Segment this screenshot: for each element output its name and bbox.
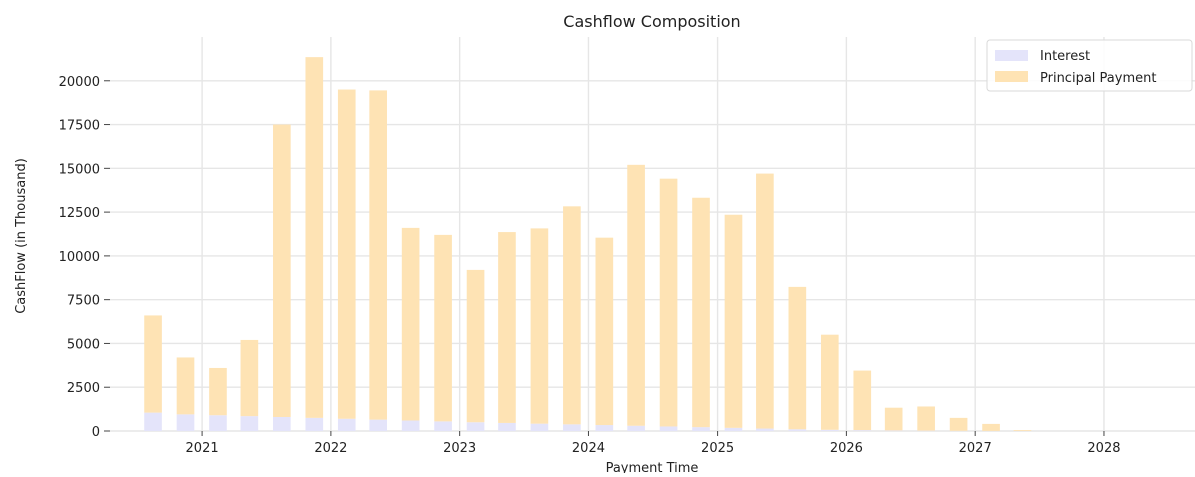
bar-principal-payment [177,357,195,414]
bar-interest [305,418,323,431]
bar-interest [209,415,227,431]
y-tick-label: 7500 [67,294,100,309]
bar-principal-payment [821,335,839,430]
y-tick-label: 20000 [59,75,100,90]
bar-principal-payment [692,198,710,427]
bar-interest [434,421,452,431]
y-tick-label: 15000 [59,162,100,177]
bar-principal-payment [209,368,227,415]
bar-interest [756,429,774,431]
bar-principal-payment [982,424,1000,431]
y-tick-label: 10000 [59,250,100,265]
legend-label-principal-payment: Principal Payment [1040,71,1156,86]
bar-interest [596,425,614,431]
bar-interest [627,426,645,431]
bar-interest [789,429,807,431]
bar-principal-payment [660,179,678,427]
y-tick-label: 17500 [59,119,100,134]
bar-principal-payment [1014,430,1032,431]
x-axis: 2021 2022 2023 2024 2025 2026 2027 2028 [186,431,1121,456]
bar-principal-payment [789,287,807,429]
bar-interest [563,424,581,431]
bar-interest [885,430,903,431]
bar-principal-payment [338,90,356,419]
x-tick-label: 2021 [186,441,219,456]
bar-interest [241,416,259,431]
bar-principal-payment [627,165,645,426]
bar-principal-payment [498,232,516,423]
bar-interest [273,417,291,431]
bar-principal-payment [917,406,935,430]
bar-interest [725,428,743,431]
bar-principal-payment [950,418,968,431]
bar-principal-payment [273,125,291,417]
bar-principal-payment [305,57,323,418]
y-axis: 0 2500 5000 7500 10000 12500 15000 17500 20000 [59,75,110,440]
bar-principal-payment [434,235,452,421]
bar-principal-payment [369,90,387,419]
x-axis-title: Payment Time [606,461,699,473]
x-tick-label: 2024 [572,441,605,456]
y-tick-label: 0 [92,425,100,440]
bar-interest [853,430,871,431]
x-tick-label: 2026 [830,441,863,456]
bar-interest [660,426,678,431]
y-tick-label: 12500 [59,206,100,221]
bar-interest [338,419,356,431]
bar-principal-payment [563,206,581,424]
bar-interest [467,422,485,431]
bar-interest [369,420,387,431]
bar-principal-payment [596,238,614,425]
x-tick-label: 2025 [701,441,734,456]
bar-principal-payment [756,174,774,429]
legend-swatch-interest [995,50,1028,61]
bar-interest [144,413,162,431]
bar-interest [692,427,710,431]
y-tick-label: 2500 [67,381,100,396]
chart-title: Cashflow Composition [563,12,740,31]
legend-label-interest: Interest [1040,49,1090,64]
bar-principal-payment [144,315,162,412]
x-tick-label: 2028 [1087,441,1120,456]
bar-interest [821,430,839,431]
bar-principal-payment [531,228,549,423]
x-tick-label: 2023 [443,441,476,456]
bar-principal-payment [853,371,871,431]
y-tick-label: 5000 [67,337,100,352]
bar-principal-payment [402,228,420,421]
legend: Interest Principal Payment [987,40,1192,91]
x-tick-label: 2022 [314,441,347,456]
bar-principal-payment [467,270,485,422]
grid-layer [110,37,1195,431]
y-axis-title: CashFlow (in Thousand) [14,158,29,314]
bar-interest [531,424,549,431]
bar-principal-payment [725,215,743,428]
bar-principal-payment [241,340,259,416]
bar-principal-payment [885,408,903,431]
x-tick-label: 2027 [959,441,992,456]
bar-interest [402,420,420,431]
bars-layer [144,57,1031,431]
bar-interest [177,414,195,431]
legend-swatch-principal-payment [995,71,1028,82]
bar-interest [498,423,516,431]
